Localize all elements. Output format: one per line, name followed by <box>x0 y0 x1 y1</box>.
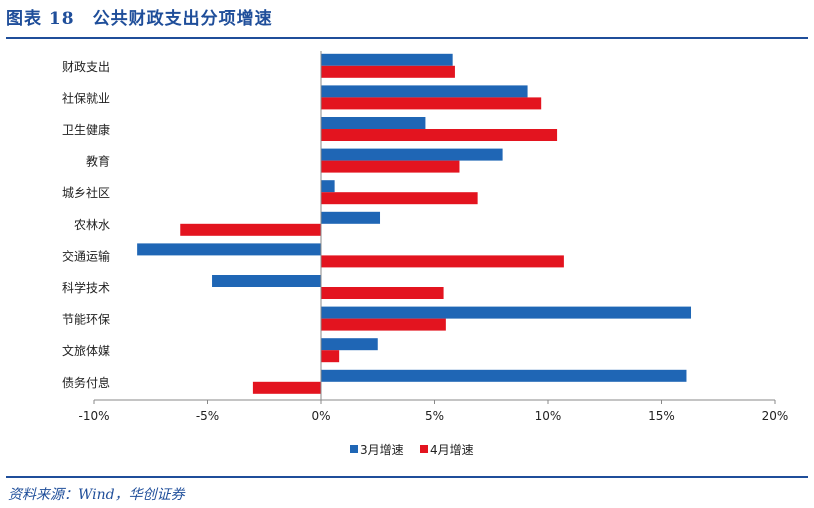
bar-april <box>321 65 455 78</box>
bar-march <box>321 338 378 351</box>
x-tick-label: 10% <box>535 409 562 423</box>
category-label: 农林水 <box>74 218 110 232</box>
bar-march <box>321 306 692 319</box>
category-label: 教育 <box>86 154 110 169</box>
footer-rule <box>6 476 808 478</box>
category-label: 文旅体媒 <box>62 343 110 358</box>
category-label: 财政支出 <box>62 60 110 74</box>
category-label: 城乡社区 <box>62 185 110 200</box>
bar-march <box>321 148 503 161</box>
x-tick-label: -10% <box>78 409 109 423</box>
bar-april <box>321 287 444 299</box>
bar-april <box>321 129 558 141</box>
category-label: 科学技术 <box>62 280 110 295</box>
title-rule <box>6 37 808 39</box>
bar-april <box>252 381 321 394</box>
legend-swatch <box>350 445 358 453</box>
bar-april <box>321 318 446 331</box>
bar-march <box>321 117 426 129</box>
bar-march <box>212 275 321 287</box>
bar-march <box>321 85 528 98</box>
bar-march <box>321 369 687 382</box>
bar-march <box>321 180 335 193</box>
x-tick-label: -5% <box>196 409 219 423</box>
category-label: 卫生健康 <box>62 122 110 137</box>
bar-april <box>180 223 321 236</box>
bar-april <box>321 350 340 363</box>
bar-april <box>321 97 542 110</box>
bar-april <box>321 160 460 173</box>
category-label: 节能环保 <box>62 313 110 327</box>
legend-label: 4月增速 <box>430 443 474 457</box>
category-label: 社保就业 <box>62 90 110 105</box>
bar-april <box>321 255 564 268</box>
x-tick-label: 5% <box>425 409 444 423</box>
legend-label: 3月增速 <box>360 443 404 457</box>
category-label: 交通运输 <box>62 248 110 263</box>
bar-april <box>321 192 478 205</box>
source-note: 资料来源：Wind，华创证券 <box>8 487 185 503</box>
category-label: 债务付息 <box>62 375 110 390</box>
bar-march <box>137 243 321 256</box>
bar-march <box>321 211 381 224</box>
bar-march <box>321 53 453 66</box>
figure-title: 图表 18 公共财政支出分项增速 <box>6 9 273 29</box>
x-tick-label: 0% <box>311 409 330 423</box>
x-tick-label: 20% <box>762 409 789 423</box>
legend-swatch <box>420 445 428 453</box>
x-tick-label: 15% <box>648 409 675 423</box>
